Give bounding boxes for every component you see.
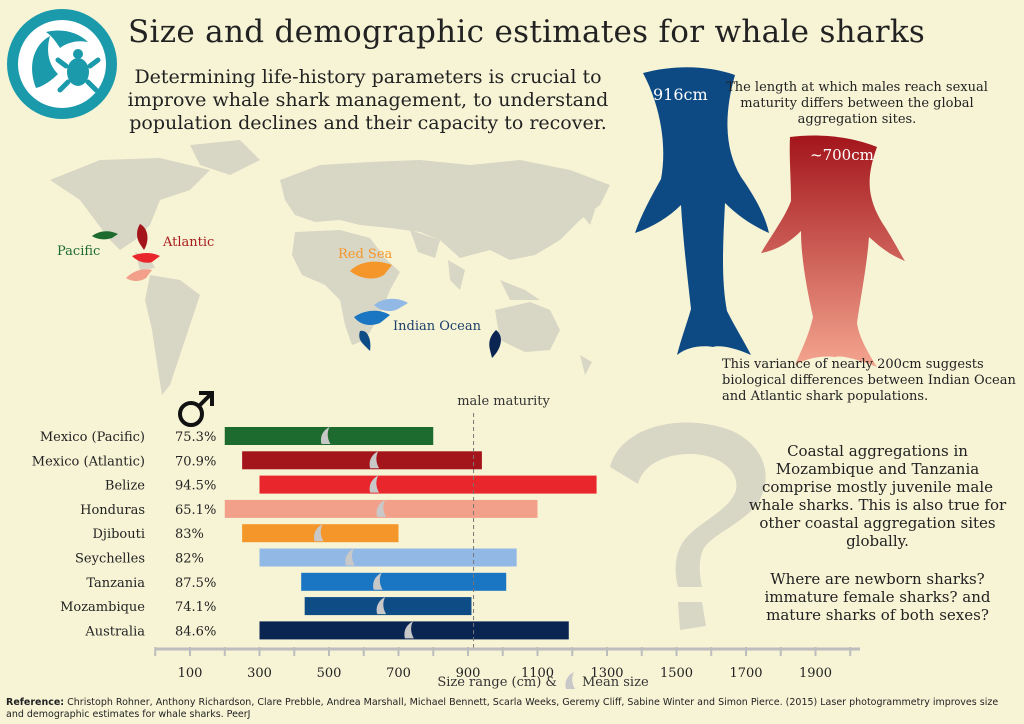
percent-label: 75.3% [175,430,216,445]
x-tick-label: 1100 [521,666,554,681]
map-shark-markers-americas [92,224,160,281]
open-questions-text: Where are newborn sharks? immature femal… [764,570,991,624]
percent-label: 83% [175,527,204,542]
category-label: Belize [105,479,145,494]
percent-label: 94.5% [175,479,216,494]
category-label: Australia [84,624,145,639]
blue-shark-icon [635,67,769,355]
size-range-bar [242,451,482,470]
mean-size-marker [345,548,355,566]
size-range-bar [259,475,597,494]
x-tick-label: 300 [247,666,272,681]
reference-citation: Reference: Christoph Rohner, Anthony Ric… [6,697,1016,720]
x-tick-label: 1700 [729,666,762,681]
shark-icon [132,253,160,263]
mean-size-marker [369,475,380,493]
shark-icon [354,310,390,325]
red-shark-icon [761,135,905,367]
size-range-bar [259,548,517,567]
mean-size-legend-icon [565,672,575,689]
size-range-bar [259,621,569,640]
mean-size-legend-label: Mean size [582,675,649,690]
x-tick-label: 1300 [590,666,623,681]
x-tick-label: 700 [386,666,411,681]
mean-size-marker [404,621,414,639]
x-tick-label: 100 [178,666,203,681]
x-axis-label: Size range (cm) & [437,675,557,690]
mean-size-marker [314,524,324,542]
percent-label: 70.9% [175,454,216,469]
shark-icon [126,269,152,281]
mean-size-marker [369,451,380,469]
map-shark-markers-indian-ocean [354,298,408,351]
x-tick-label: 500 [317,666,342,681]
maturity-note-top: The length at which males reach sexual m… [726,80,988,127]
map-label-atlantic: Atlantic [163,235,215,250]
shark-icon [350,261,392,279]
shark-icon [137,224,148,250]
category-label: Mexico (Atlantic) [32,454,145,469]
question-mark-icon [610,422,766,630]
category-label: Seychelles [75,552,145,567]
category-label: Mozambique [60,600,145,615]
category-label: Tanzania [86,576,145,591]
map-label-pacific: Pacific [57,244,101,259]
map-label-indian-ocean: Indian Ocean [393,319,481,334]
male-sex-icon [178,391,214,427]
mean-size-marker [376,499,387,517]
shark-icon [359,330,371,351]
maturity-note-bottom: This variance of nearly 200cm suggests b… [722,357,1016,404]
shark-icon [489,330,501,358]
x-tick-label: 1500 [660,666,693,681]
reference-label: Reference: [6,697,65,708]
percent-label: 74.1% [175,600,216,615]
size-range-chart: male maturity Mexico (Pacific) 75.3%Mexic… [32,394,860,690]
size-range-bar [301,572,507,591]
mean-size-marker [373,572,383,590]
shark-icon [374,298,408,312]
intro-text: Determining life-history parameters is c… [127,66,609,134]
page-title: Size and demographic estimates for whale… [128,14,926,50]
percent-label: 84.6% [175,624,216,639]
bars-layer [224,427,597,640]
percent-label: 65.1% [175,503,216,518]
male-maturity-label: male maturity [457,394,550,409]
shark-length-atlantic: ~700cm [810,146,874,164]
x-tick-label: 1900 [799,666,832,681]
category-label: Djibouti [92,527,145,542]
size-range-bar [224,427,434,445]
category-label: Honduras [80,503,145,518]
shark-icon [92,231,118,240]
organization-logo [7,9,117,119]
percent-label: 87.5% [175,576,216,591]
mean-size-marker [376,597,387,615]
category-label: Mexico (Pacific) [40,430,145,445]
reference-text: Christoph Rohner, Anthony Richardson, Cl… [6,697,999,720]
mean-size-marker [321,427,331,444]
size-range-bar [304,597,472,616]
percent-label: 82% [175,552,204,567]
labels-layer: Mexico (Pacific) 75.3% Mexico (Atlantic) 70… [32,430,217,639]
maturity-sharks-illustration: 916cm ~700cm [635,67,905,367]
map-shark-marker-australia [489,330,501,358]
coastal-aggregation-text: Coastal aggregations in Mozambique and T… [748,442,1007,550]
shark-length-global: 916cm [653,85,708,104]
map-shark-marker-red-sea [350,261,392,279]
mean-size-marker [565,672,575,689]
x-axis: 100 300 500 700 900 1100 1300 1500 1700 1900 [154,647,860,681]
map-label-red-sea: Red Sea [338,247,393,262]
x-tick-label: 900 [456,666,481,681]
